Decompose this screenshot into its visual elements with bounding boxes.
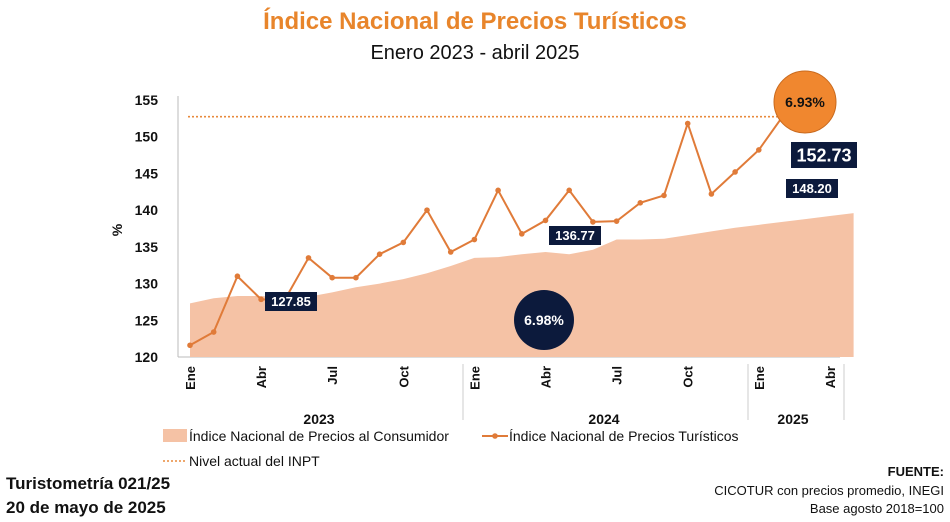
growth-bubble — [773, 70, 837, 134]
inpt-point — [187, 342, 193, 349]
inpt-point — [684, 120, 691, 127]
legend-label-inpt: Índice Nacional de Precios Turísticos — [509, 428, 739, 444]
growth-bubble-label: 6.98% — [524, 312, 564, 328]
inpt-point — [732, 169, 738, 175]
inpt-point — [400, 239, 407, 246]
value-label-box — [786, 179, 838, 198]
x-tick-label: Jul — [325, 366, 340, 385]
x-tick-label: Oct — [396, 365, 411, 387]
report-id: Turistometría 021/25 — [6, 474, 171, 493]
growth-bubble-label: 6.93% — [785, 94, 825, 110]
y-tick-label: 145 — [135, 165, 159, 181]
value-label-box — [265, 292, 317, 311]
inpt-point — [661, 192, 667, 199]
x-tick-label: Ene — [183, 366, 198, 390]
chart-subtitle: Enero 2023 - abril 2025 — [370, 42, 580, 64]
inpt-point — [210, 329, 217, 335]
x-tick-label: Jul — [610, 366, 625, 385]
year-label: 2023 — [303, 411, 334, 427]
legend-swatch-inpt-point — [492, 433, 498, 439]
inpc-area — [190, 213, 854, 357]
inpt-point — [329, 274, 336, 281]
legend-swatch-inpc — [163, 429, 187, 442]
legend-label-inpc: Índice Nacional de Precios al Consumidor — [189, 428, 449, 444]
y-tick-label: 125 — [135, 312, 159, 328]
inpt-point — [424, 207, 430, 213]
growth-bubble — [514, 290, 574, 350]
inpt-point — [708, 191, 715, 197]
source-line-1: CICOTUR con precios promedio, INEGI — [714, 483, 944, 498]
year-label: 2024 — [588, 411, 619, 427]
inpt-point — [376, 251, 383, 257]
y-tick-label: 150 — [135, 129, 159, 145]
y-tick-label: 155 — [135, 92, 159, 108]
x-tick-label: Abr — [254, 366, 269, 388]
legend-label-reference: Nivel actual del INPT — [189, 453, 320, 469]
inpt-point — [353, 274, 359, 281]
y-tick-label: 140 — [135, 202, 159, 218]
inpt-point — [234, 273, 241, 280]
inpt-point — [613, 218, 620, 224]
value-label: 127.85 — [271, 294, 311, 309]
x-tick-label: Ene — [467, 366, 482, 390]
inpt-point — [495, 187, 501, 194]
x-tick-label: Ene — [752, 366, 767, 390]
inpt-point — [305, 255, 312, 261]
inpt-point — [519, 231, 525, 237]
y-tick-label: 120 — [135, 349, 159, 365]
y-axis-label: % — [109, 223, 125, 236]
y-tick-label: 130 — [135, 276, 159, 292]
inpt-point — [756, 147, 762, 153]
y-tick-label: 135 — [135, 239, 159, 255]
value-label: 136.77 — [555, 228, 595, 243]
inpt-point — [258, 296, 264, 303]
inpt-point — [590, 219, 596, 225]
x-tick-label: Abr — [539, 366, 554, 388]
inpt-point — [542, 217, 549, 224]
source-line-2: Base agosto 2018=100 — [809, 501, 944, 516]
chart-title: Índice Nacional de Precios Turísticos — [263, 8, 687, 35]
value-label-box — [549, 226, 601, 245]
report-date: 20 de mayo de 2025 — [6, 498, 166, 517]
value-label-box — [791, 142, 857, 168]
inpt-point — [471, 236, 478, 243]
inpt-point — [637, 200, 644, 206]
inpt-point — [447, 249, 454, 255]
x-tick-label: Abr — [823, 366, 838, 388]
x-tick-label: Oct — [681, 365, 696, 387]
inpt-point — [566, 187, 572, 194]
source-label: FUENTE: — [887, 464, 944, 479]
value-label: 148.20 — [792, 181, 832, 196]
year-label: 2025 — [777, 411, 808, 427]
value-label: 152.73 — [796, 145, 851, 165]
